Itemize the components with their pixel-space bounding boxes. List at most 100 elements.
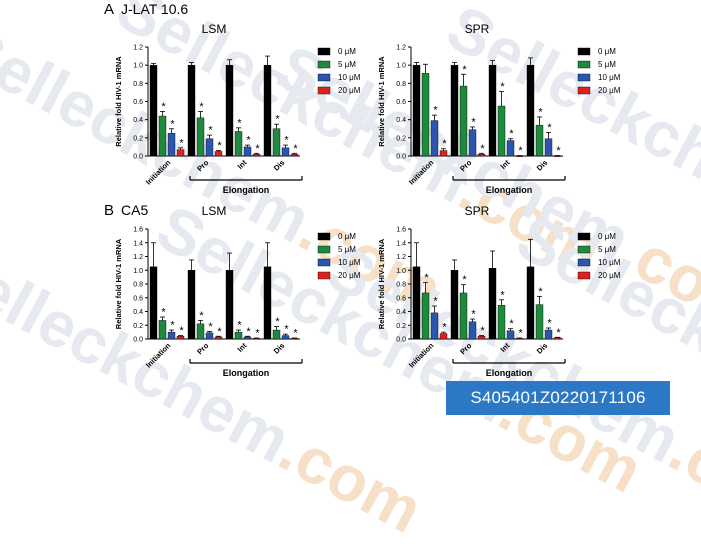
bar <box>439 333 448 340</box>
y-tick-label: 1.0 <box>396 63 406 70</box>
bar <box>488 267 497 340</box>
significance-marker: * <box>500 289 505 301</box>
x-tick-label: Pro <box>458 341 474 357</box>
bar <box>272 128 281 157</box>
bar <box>149 266 158 340</box>
chart-B-LSM: LSM 0.0 0.2 0.4 0.6 0.8 1.0 1.2 1.4 1.6 Relative f… <box>114 204 361 378</box>
figure-canvas: A J-LAT 10.6 B CA5 LSM 0.0 0.2 0.4 0.6 0.8 1.0 1.2 R… <box>104 1 621 378</box>
bar <box>468 129 477 157</box>
significance-marker: * <box>471 116 476 128</box>
legend-label: 5 μM <box>598 245 616 254</box>
significance-marker: * <box>518 327 523 339</box>
bar <box>196 117 205 157</box>
significance-marker: * <box>179 137 184 149</box>
chart-title: SPR <box>465 22 490 36</box>
y-tick-label: 0.2 <box>133 323 143 330</box>
bar <box>450 270 459 340</box>
y-tick-label: 0.2 <box>133 135 143 142</box>
x-tick-label: Pro <box>458 158 474 174</box>
significance-marker: * <box>199 310 204 322</box>
bar <box>187 64 196 157</box>
significance-marker: * <box>293 143 298 155</box>
significance-marker: * <box>547 122 552 134</box>
bar <box>412 64 421 157</box>
bar <box>535 124 544 157</box>
chart-A-LSM: LSM 0.0 0.2 0.4 0.6 0.8 1.0 1.2 Relative fold HI… <box>114 22 361 195</box>
significance-marker: * <box>179 325 184 337</box>
bar <box>243 146 252 157</box>
significance-marker: * <box>518 145 523 157</box>
legend-label: 20 μM <box>338 271 361 280</box>
group-label: Elongation <box>486 185 533 195</box>
legend-swatch <box>317 232 331 241</box>
legend-label: 10 μM <box>598 73 621 82</box>
y-tick-label: 0.8 <box>396 282 406 289</box>
significance-marker: * <box>462 64 467 76</box>
panel-cell-line: J-LAT 10.6 <box>121 1 188 17</box>
legend-swatch <box>317 60 331 69</box>
legend-swatch <box>317 73 331 82</box>
significance-marker: * <box>284 324 289 336</box>
y-tick-label: 0.4 <box>396 117 406 124</box>
x-tick-label: Dis <box>272 158 287 173</box>
chart-A-SPR: SPR 0.0 0.2 0.4 0.6 0.8 1.0 1.2 Relative fold HI… <box>377 22 621 195</box>
x-tick-label: Int <box>236 341 249 354</box>
legend-label: 10 μM <box>598 258 621 267</box>
significance-marker: * <box>480 143 485 155</box>
significance-marker: * <box>217 326 222 338</box>
bar <box>158 115 167 157</box>
y-tick-label: 1.0 <box>133 268 143 275</box>
legend-label: 0 μM <box>338 47 356 56</box>
legend-label: 0 μM <box>338 232 356 241</box>
y-tick-label: 1.4 <box>133 240 143 247</box>
legend-swatch <box>577 60 591 69</box>
significance-marker: * <box>208 125 213 137</box>
y-tick-label: 1.0 <box>396 268 406 275</box>
y-tick-label: 0.8 <box>396 81 406 88</box>
bar <box>430 312 439 340</box>
legend-label: 0 μM <box>598 47 616 56</box>
legend-label: 20 μM <box>598 271 621 280</box>
bar <box>497 305 506 340</box>
bar <box>214 151 223 157</box>
bar <box>535 304 544 340</box>
group-label: Elongation <box>223 368 270 378</box>
significance-marker: * <box>538 286 543 298</box>
significance-marker: * <box>284 135 289 147</box>
significance-marker: * <box>556 145 561 157</box>
significance-marker: * <box>161 101 166 113</box>
y-axis-label: Relative fold HIV-1 mRNA <box>377 238 386 329</box>
significance-marker: * <box>255 327 260 339</box>
y-tick-label: 0.4 <box>396 309 406 316</box>
y-tick-label: 0.2 <box>396 323 406 330</box>
y-tick-label: 0.2 <box>396 135 406 142</box>
significance-marker: * <box>462 274 467 286</box>
y-tick-label: 1.0 <box>133 63 143 70</box>
bar <box>281 335 290 340</box>
bar <box>430 120 439 157</box>
group-label: Elongation <box>486 368 533 378</box>
significance-marker: * <box>442 322 447 334</box>
x-tick-label: Pro <box>195 158 211 174</box>
bar <box>497 105 506 157</box>
group-label: Elongation <box>223 185 270 195</box>
bar <box>526 64 535 157</box>
bar <box>149 64 158 157</box>
bar <box>187 270 196 340</box>
x-tick-label: Dis <box>535 158 550 173</box>
legend-label: 20 μM <box>338 86 361 95</box>
x-tick-label: Dis <box>535 341 550 356</box>
y-tick-label: 1.2 <box>133 254 143 261</box>
bar <box>225 64 234 157</box>
x-tick-label: Initiation <box>144 158 173 187</box>
legend-swatch <box>577 245 591 254</box>
legend-label: 5 μM <box>338 60 356 69</box>
y-tick-label: 0.0 <box>396 337 406 344</box>
legend-swatch <box>577 258 591 267</box>
significance-marker: * <box>246 135 251 147</box>
y-tick-label: 1.2 <box>133 45 143 52</box>
bar <box>439 150 448 157</box>
y-tick-label: 0.0 <box>133 337 143 344</box>
y-tick-label: 0.8 <box>133 282 143 289</box>
legend-swatch <box>577 86 591 95</box>
